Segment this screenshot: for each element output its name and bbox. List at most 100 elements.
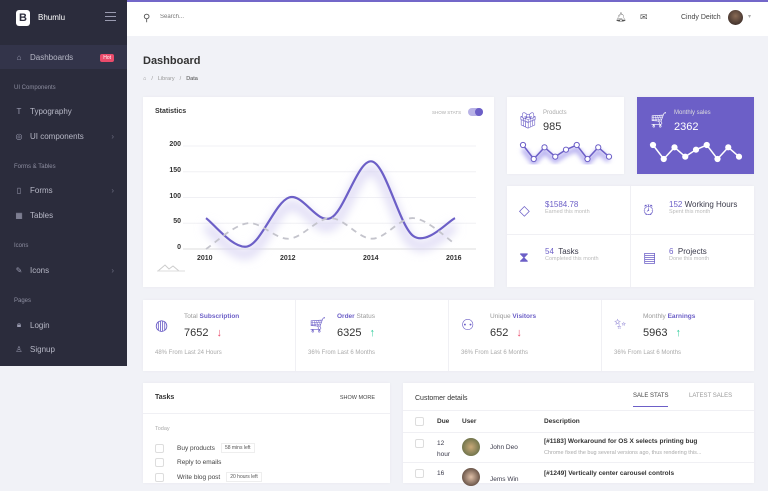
card-title: Tasks [155, 394, 175, 401]
stat-footnote: 48% From Last 24 Hours [155, 350, 222, 356]
sidebar-item-label: Dashboards [30, 53, 74, 62]
sidebar-item-forms[interactable]: ▯ Forms › [14, 186, 114, 195]
y-tick-label: 0 [177, 244, 181, 251]
cart-icon: 🛒︎ [308, 317, 328, 334]
sidebar-item-login[interactable]: 🔒︎ Login [14, 320, 114, 330]
user-name: John Deo [490, 444, 518, 451]
avatar [462, 438, 480, 456]
arrow-down-icon: ↓ [216, 327, 222, 339]
info-sub: Done this month [669, 256, 710, 262]
section-ui-components: UI Components [14, 85, 56, 91]
show-stats-toggle[interactable] [468, 108, 483, 116]
products-value: 985 [543, 121, 562, 133]
sparkline-point [703, 141, 710, 149]
stat-monthly-earnings: ✨︎ Monthly Earnings 5963 ↑ 36% From Last 6 M… [614, 313, 696, 356]
tasks-card: Tasks SHOW MORE Today Buy products 58 min… [143, 383, 390, 483]
sidebar-item-tables[interactable]: ▦ Tables [14, 211, 114, 220]
home-icon: ⌂ [16, 53, 22, 62]
sidebar-item-icons[interactable]: ✎ Icons › [14, 266, 114, 275]
info-tasks: ⧗ 54 Tasks Completed this month [519, 247, 599, 266]
brand-name: Bhumlu [38, 13, 66, 22]
show-more-button[interactable]: SHOW MORE [339, 395, 375, 401]
gift-icon: 🎁︎ [518, 113, 539, 130]
bell-icon[interactable]: 🔔︎ [615, 12, 627, 22]
statistics-chart [183, 145, 476, 259]
chevron-right-icon: › [111, 132, 114, 141]
info-text: Tasks [558, 247, 579, 256]
info-projects: ▤ 6 Projects Done this month [643, 247, 709, 266]
task-checkbox[interactable] [155, 458, 164, 467]
row-title: [#1249] Vertically center carousel contr… [544, 470, 675, 477]
chevron-down-icon[interactable]: ▾ [748, 14, 752, 20]
arrow-down-icon: ↓ [516, 327, 522, 339]
task-checkbox[interactable] [155, 443, 164, 453]
sparkline-point [595, 144, 602, 151]
avatar [462, 468, 480, 486]
row-checkbox[interactable] [415, 439, 424, 448]
sidebar-item-dashboards[interactable]: ⌂ Dashboards Hot [14, 53, 114, 62]
mail-icon[interactable]: ✉ [640, 12, 648, 22]
search-input[interactable] [160, 14, 310, 20]
info-text: Projects [677, 247, 707, 256]
hourglass-icon: ⧗ [519, 249, 529, 265]
table-row[interactable]: 12 hour John Deo [#1183] Workaround for O… [403, 432, 754, 461]
series-line-1 [205, 217, 456, 250]
tab-sale-stats[interactable]: SALE STATS [633, 393, 669, 407]
column-header-due[interactable]: Due [437, 418, 450, 425]
text-icon: T [16, 107, 22, 116]
tab-latest-sales[interactable]: LATEST SALES [689, 393, 733, 399]
table-row[interactable]: 16 Jems Win [#1249] Vertically center ca… [403, 462, 754, 491]
sidebar-item-label: UI components [30, 132, 84, 141]
breadcrumb-library[interactable]: Library [157, 76, 175, 82]
sidebar-item-signup[interactable]: ♙ Signup [14, 345, 114, 354]
x-tick-label: 2010 [197, 255, 213, 262]
sidebar-item-label: Signup [30, 345, 55, 354]
stat-order-status: 🛒︎ Order Status 6325 ↑ 36% From Last 6 Month… [296, 300, 449, 371]
row-description: Chrome fixed the bug several versions ag… [544, 450, 702, 456]
column-header-description[interactable]: Description [544, 418, 580, 425]
breadcrumb-data: Data [186, 76, 198, 82]
chevron-right-icon: › [111, 266, 114, 275]
info-sub: Completed this month [545, 256, 599, 262]
stat-unique-visitors: ⚇ Unique Visitors 652 ↓ 36% From Last 6 Mont… [449, 300, 602, 371]
row-checkbox[interactable] [415, 469, 424, 478]
home-icon[interactable]: ⌂ [143, 76, 147, 82]
avatar[interactable] [728, 10, 743, 25]
row-title: [#1183] Workaround for OS X selects prin… [544, 438, 698, 445]
menu-toggle-icon[interactable] [105, 12, 116, 21]
stat-value: 7652 [184, 327, 209, 339]
column-header-user[interactable]: User [462, 418, 477, 425]
top-accent-bar [0, 0, 768, 2]
arrow-up-icon: ↑ [675, 327, 681, 339]
sidebar-item-label: Tables [30, 211, 54, 220]
products-sparkline [519, 141, 613, 167]
products-card: 🎁︎ Products 985 [507, 97, 624, 174]
sparkline-point [725, 144, 732, 151]
products-label: Products [543, 110, 567, 116]
task-checkbox[interactable] [155, 472, 164, 482]
stat-footnote: 36% From Last 6 Months [614, 350, 682, 356]
sidebar-item-ui-components[interactable]: ◎ UI components › [14, 132, 115, 141]
stat-value: 6325 [337, 327, 362, 339]
info-sub: Earned this month [545, 209, 590, 215]
task-group-label: Today [155, 426, 170, 432]
top-header: ⚲ 🔔︎ ✉ Cindy Deitch ▾ [127, 2, 768, 36]
stat-total-subscription: ◍ Total Subscription 7652 ↓ 48% From Last 24… [143, 300, 296, 371]
user-name[interactable]: Cindy Deitch [681, 14, 721, 21]
select-all-checkbox[interactable] [415, 417, 424, 426]
stat-value: 5963 [643, 327, 668, 339]
sparkline-point [552, 153, 559, 160]
info-sub: Spent this month [669, 209, 711, 215]
x-tick-label: 2016 [446, 255, 462, 262]
x-tick-label: 2012 [280, 255, 296, 262]
sidebar-item-typography[interactable]: T Typography [14, 107, 114, 116]
y-tick-label: 150 [169, 166, 181, 174]
sidebar-item-label: Login [30, 320, 50, 330]
section-icons: Icons [14, 243, 29, 249]
card-title: Customer details [415, 395, 468, 402]
info-value: 152 [669, 200, 683, 209]
sparkline-point [649, 141, 657, 149]
sparkline-point [605, 153, 613, 160]
time-tag: 20 hours left [226, 472, 262, 482]
magic-wand-icon: ✨︎ [614, 316, 627, 333]
